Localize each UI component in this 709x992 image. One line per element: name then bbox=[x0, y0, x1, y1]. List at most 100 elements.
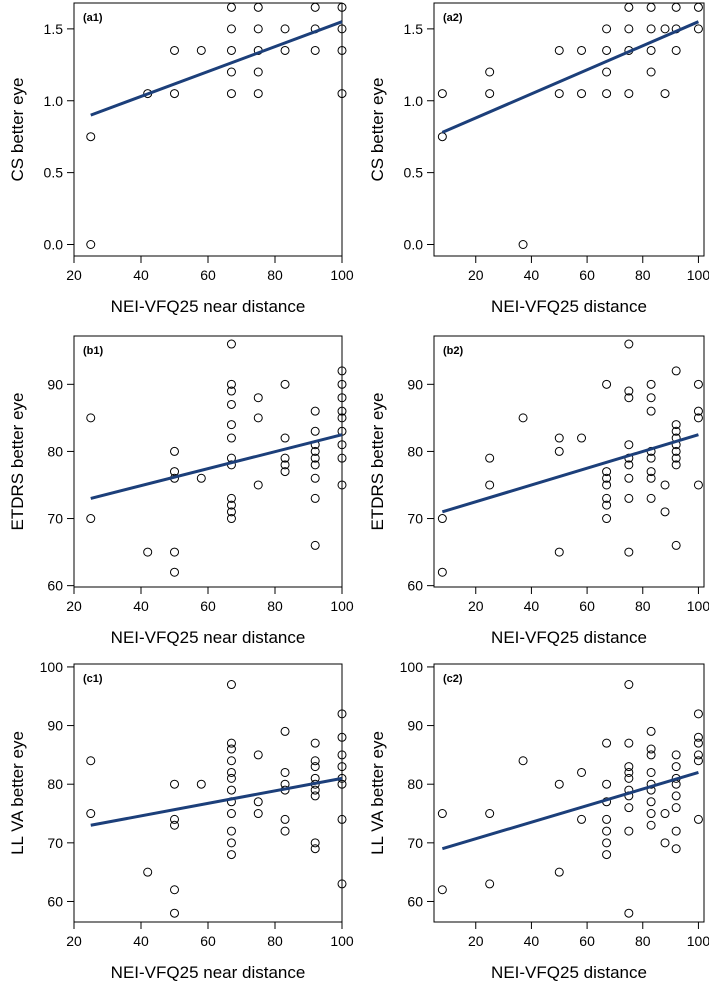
data-point bbox=[602, 738, 612, 748]
data-point bbox=[671, 2, 681, 12]
data-point bbox=[226, 493, 236, 503]
data-point bbox=[226, 89, 236, 99]
data-point bbox=[280, 453, 290, 463]
x-tick-label: 60 bbox=[200, 598, 216, 614]
data-point bbox=[337, 406, 347, 416]
data-point bbox=[170, 567, 179, 577]
x-tick-label: 80 bbox=[267, 933, 283, 949]
data-point bbox=[310, 844, 320, 854]
x-tick-label: 100 bbox=[330, 933, 354, 949]
data-point bbox=[602, 89, 612, 99]
y-tick-label: 60 bbox=[407, 578, 423, 594]
x-tick-label: 80 bbox=[267, 267, 283, 283]
data-point bbox=[310, 785, 320, 795]
x-tick-label: 40 bbox=[524, 598, 540, 614]
data-point bbox=[310, 738, 320, 748]
y-tick-label: 1.5 bbox=[404, 21, 424, 37]
data-point bbox=[693, 814, 703, 824]
panel-3: 20 40 60 80 100 60 70 80 90 NEI-VFQ25 near distan… bbox=[8, 335, 354, 647]
data-point bbox=[624, 547, 634, 557]
data-point bbox=[226, 2, 236, 12]
data-point bbox=[554, 45, 564, 55]
data-point bbox=[310, 426, 320, 436]
x-tick-label: 60 bbox=[200, 933, 216, 949]
data-point bbox=[310, 473, 320, 483]
x-axis-title: NEI-VFQ25 near distance bbox=[111, 963, 306, 982]
data-point bbox=[253, 480, 263, 490]
x-tick-label: 80 bbox=[267, 598, 283, 614]
panel-label: (c1) bbox=[83, 673, 103, 685]
y-tick-label: 1.0 bbox=[404, 93, 424, 109]
x-tick-label: 100 bbox=[687, 267, 709, 283]
data-point bbox=[226, 386, 236, 396]
data-point bbox=[337, 453, 347, 463]
y-tick-label: 1.5 bbox=[44, 21, 64, 37]
y-tick-label: 100 bbox=[40, 659, 64, 675]
data-point bbox=[671, 762, 681, 772]
data-point bbox=[86, 413, 96, 423]
data-point bbox=[170, 547, 179, 557]
data-point bbox=[253, 750, 263, 760]
x-tick-label: 100 bbox=[687, 598, 709, 614]
panel-label: (a1) bbox=[83, 12, 103, 24]
data-point bbox=[226, 420, 236, 430]
x-tick-label: 40 bbox=[524, 933, 540, 949]
y-tick-label: 0.5 bbox=[404, 165, 424, 181]
data-point bbox=[646, 67, 656, 77]
data-point bbox=[310, 762, 320, 772]
data-point bbox=[280, 24, 290, 34]
plot-frame bbox=[73, 2, 343, 257]
data-point bbox=[693, 2, 703, 12]
data-point bbox=[602, 850, 612, 860]
data-point bbox=[671, 45, 681, 55]
data-point bbox=[660, 480, 670, 490]
y-tick-label: 80 bbox=[407, 443, 423, 459]
data-point bbox=[170, 89, 179, 99]
data-point bbox=[170, 45, 179, 55]
data-point bbox=[337, 732, 347, 742]
data-point bbox=[646, 473, 656, 483]
plot-frame bbox=[73, 663, 343, 923]
data-point bbox=[437, 514, 447, 524]
x-tick-label: 20 bbox=[468, 267, 484, 283]
data-point bbox=[170, 446, 179, 456]
data-point bbox=[337, 762, 347, 772]
panel-4: 20 40 60 80 100 60 70 80 90 NEI-VFQ25 distance ETD… bbox=[368, 335, 709, 647]
y-tick-label: 70 bbox=[407, 835, 423, 851]
data-point bbox=[337, 879, 347, 889]
data-point bbox=[337, 89, 347, 99]
data-point bbox=[646, 744, 656, 754]
data-point bbox=[646, 453, 656, 463]
data-point bbox=[646, 379, 656, 389]
y-tick-label: 90 bbox=[47, 718, 63, 734]
plot-frame bbox=[433, 2, 705, 257]
data-point bbox=[86, 240, 96, 249]
data-point bbox=[693, 756, 703, 766]
data-point bbox=[693, 750, 703, 760]
x-tick-label: 60 bbox=[200, 267, 216, 283]
data-point bbox=[671, 540, 681, 550]
data-point bbox=[624, 440, 634, 450]
data-point bbox=[624, 762, 634, 772]
data-point bbox=[485, 67, 495, 77]
data-point bbox=[693, 732, 703, 742]
data-point bbox=[602, 379, 612, 389]
x-tick-label: 80 bbox=[635, 598, 651, 614]
y-axis-title: LL VA better eye bbox=[8, 731, 27, 855]
data-point bbox=[310, 791, 320, 801]
data-point bbox=[624, 24, 634, 34]
x-axis-title: NEI-VFQ25 near distance bbox=[111, 297, 306, 316]
y-tick-label: 60 bbox=[407, 893, 423, 909]
data-point bbox=[196, 45, 206, 55]
data-point bbox=[310, 460, 320, 470]
data-point bbox=[660, 89, 670, 99]
data-point bbox=[226, 379, 236, 389]
data-point bbox=[660, 838, 670, 848]
data-point bbox=[310, 453, 320, 463]
panel-6: 20 40 60 80 100 60 70 80 90 100 NEI-VFQ25 distance… bbox=[368, 659, 709, 982]
x-tick-label: 20 bbox=[66, 267, 82, 283]
regression-line bbox=[90, 20, 343, 117]
data-point bbox=[693, 406, 703, 416]
y-tick-label: 70 bbox=[47, 835, 63, 851]
data-point bbox=[693, 709, 703, 719]
